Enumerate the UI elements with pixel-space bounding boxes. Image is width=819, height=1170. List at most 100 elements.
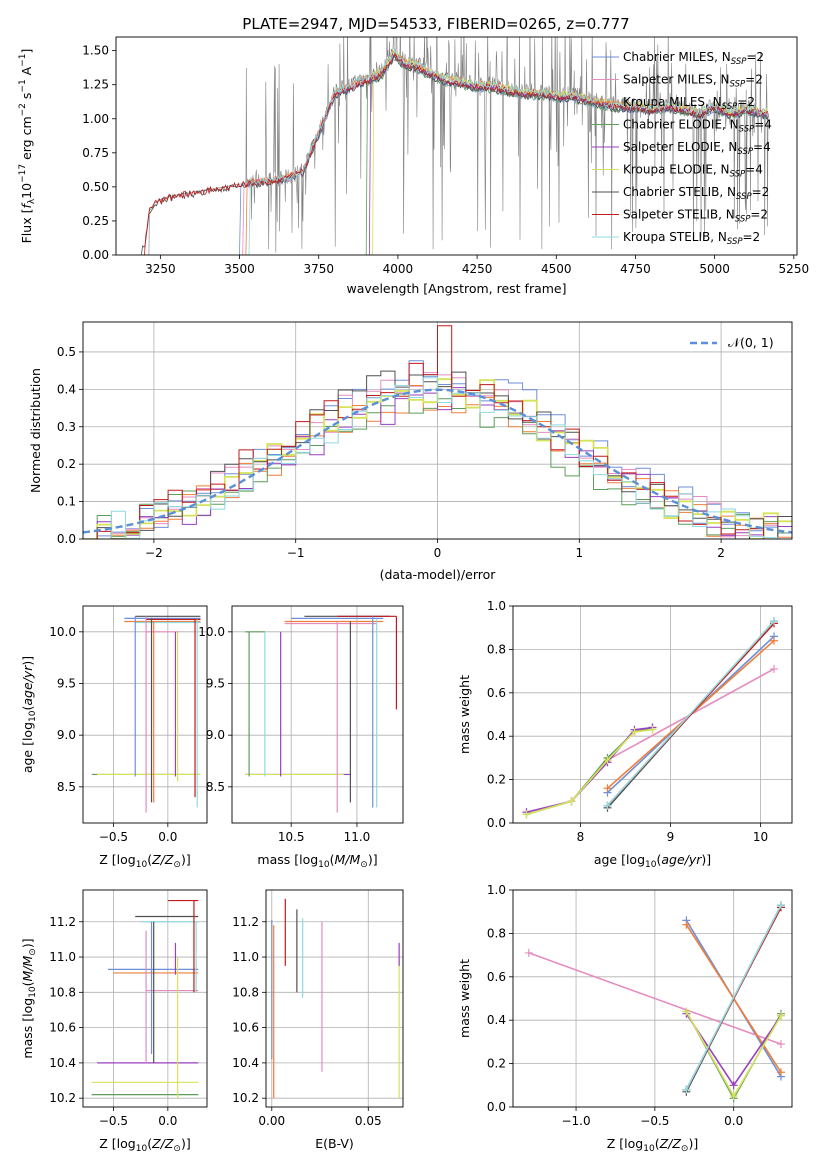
- y-tick-label: 0.4: [487, 729, 506, 743]
- plot-area-weight_vs_age: [522, 617, 778, 819]
- weight-line: [526, 726, 653, 816]
- y-tick-label: 11.2: [232, 915, 259, 929]
- weight-line: [526, 726, 653, 813]
- x-tick-label: −2: [145, 546, 163, 560]
- plot-area-mass_vs_ebv: [271, 898, 400, 1099]
- x-tick-label: 1: [575, 546, 583, 560]
- y-tick-label: 0.00: [82, 248, 109, 262]
- y-tick-label: 0.0: [487, 816, 506, 830]
- y-tick-label: 0.2: [487, 1057, 506, 1071]
- y-tick-label: 10.0: [49, 625, 76, 639]
- axes-frame: [82, 889, 208, 1108]
- y-tick-label: 1.0: [487, 599, 506, 613]
- weight-marker: [682, 920, 691, 929]
- y-tick-label: 0.75: [82, 146, 109, 160]
- y-tick-label: 1.0: [487, 883, 506, 897]
- x-axis-label: E(B-V): [315, 1136, 354, 1151]
- y-tick-label: 9.0: [206, 728, 225, 742]
- axes-frame: [82, 321, 793, 540]
- weight-marker: [729, 1081, 738, 1090]
- weight-line: [685, 904, 782, 1090]
- histogram-step: [83, 377, 792, 539]
- weight-marker: [770, 617, 778, 626]
- x-tick-label: 5000: [699, 262, 730, 276]
- y-tick-label: 10.8: [49, 985, 76, 999]
- plot-area-mass_vs_Z: [91, 899, 199, 1099]
- x-tick-label: 11.0: [344, 830, 371, 844]
- y-tick-label: 10.4: [49, 1056, 76, 1070]
- x-tick-label: −0.5: [640, 1114, 669, 1128]
- y-tick-label: 1.25: [82, 78, 109, 92]
- y-tick-label: 10.6: [232, 1021, 259, 1035]
- x-tick-label: 4000: [383, 262, 414, 276]
- x-tick-label: 0.0: [158, 1114, 177, 1128]
- plot-area-age_vs_mass: [245, 615, 398, 813]
- weight-line: [606, 620, 775, 807]
- y-tick-label: 0.6: [487, 686, 506, 700]
- x-axis-label: wavelength [Angstrom, rest frame]: [346, 281, 566, 296]
- x-tick-label: 4750: [620, 262, 651, 276]
- y-tick-label: 0.6: [487, 970, 506, 984]
- weight-marker: [567, 797, 576, 806]
- weight-marker: [682, 1085, 691, 1094]
- x-tick-label: 9: [667, 830, 675, 844]
- x-tick-label: −1.0: [561, 1114, 590, 1128]
- x-tick-label: 3250: [145, 262, 176, 276]
- panel-weight_vs_age: 8 9 10 0.0 0.2 0.4 0.6 0.8 1.0 age [log10(age/yr)…: [457, 599, 793, 870]
- spectrum-model-line: [248, 47, 769, 255]
- weight-marker: [729, 1092, 738, 1101]
- legend-label: Chabrier STELIB, NSSP=2: [623, 185, 769, 202]
- weight-marker: [630, 727, 639, 736]
- x-tick-label: 0.0: [158, 830, 177, 844]
- y-tick-label: 0.25: [82, 214, 109, 228]
- x-tick-label: 8: [577, 830, 585, 844]
- x-tick-label: 0.0: [724, 1114, 743, 1128]
- figure-title: PLATE=2947, MJD=54533, FIBERID=0265, z=0…: [242, 15, 629, 33]
- histogram-step: [83, 325, 792, 539]
- weight-marker: [603, 756, 612, 765]
- y-tick-label: 8.5: [206, 780, 225, 794]
- plot-area-weight_vs_Z: [524, 901, 785, 1103]
- panel-weight_vs_Z: −1.0 −0.5 0.0 0.0 0.2 0.4 0.6 0.8 1.0 Z [log10(Z/…: [457, 883, 793, 1154]
- axes-frame: [512, 605, 793, 824]
- x-axis-label: mass [log10(M/M⊙)]: [257, 852, 377, 870]
- legend-label: Salpeter STELIB, NSSP=2: [623, 208, 768, 225]
- panel-age_vs_Z: −0.5 0.0 8.5 9.0 9.5 10.0 Z [log10(Z/Z⊙)] age […: [20, 605, 208, 870]
- y-tick-label: 0.2: [57, 457, 76, 471]
- x-tick-label: 10.5: [278, 830, 305, 844]
- y-tick-label: 11.0: [232, 950, 259, 964]
- y-tick-label: 0.8: [487, 642, 506, 656]
- y-tick-label: 0.5: [57, 345, 76, 359]
- y-tick-label: 9.5: [206, 677, 225, 691]
- y-tick-label: 0.4: [57, 382, 76, 396]
- legend-label: Kroupa MILES, NSSP=2: [623, 95, 755, 112]
- y-tick-label: 0.4: [487, 1013, 506, 1027]
- y-tick-label: 1.50: [82, 44, 109, 58]
- x-tick-label: −0.5: [99, 830, 128, 844]
- x-tick-label: 4500: [541, 262, 572, 276]
- x-tick-label: 0.05: [355, 1114, 382, 1128]
- x-axis-label: Z [log10(Z/Z⊙)]: [99, 852, 190, 870]
- weight-marker: [776, 1040, 785, 1049]
- legend-label: Kroupa ELODIE, NSSP=4: [623, 163, 763, 180]
- plot-area-spectrum: [140, 37, 769, 255]
- y-tick-label: 10.4: [232, 1056, 259, 1070]
- y-axis-label: Flux [fλ10−17 erg cm−2 s−1 A−1]: [18, 49, 37, 244]
- y-tick-label: 11.2: [49, 915, 76, 929]
- weight-marker: [603, 784, 612, 793]
- x-tick-label: 5250: [779, 262, 810, 276]
- x-tick-label: 3500: [224, 262, 255, 276]
- weight-marker: [770, 636, 778, 645]
- y-axis-label: mass weight: [457, 675, 472, 754]
- x-tick-label: −0.5: [99, 1114, 128, 1128]
- x-axis-label: (data-model)/error: [380, 567, 497, 582]
- x-tick-label: 2: [717, 546, 725, 560]
- y-tick-label: 9.5: [57, 677, 76, 691]
- weight-line: [526, 728, 653, 816]
- weight-marker: [776, 1011, 785, 1020]
- panel-residual_histogram: −2 −1 0 1 2 0.0 0.1 0.2 0.3 0.4 0.5 𝒩(0, 1) (data-mo…: [28, 321, 793, 582]
- axes-frame: [82, 605, 208, 824]
- y-tick-label: 0.8: [487, 926, 506, 940]
- x-axis-label: age [log10(age/yr)]: [594, 852, 711, 870]
